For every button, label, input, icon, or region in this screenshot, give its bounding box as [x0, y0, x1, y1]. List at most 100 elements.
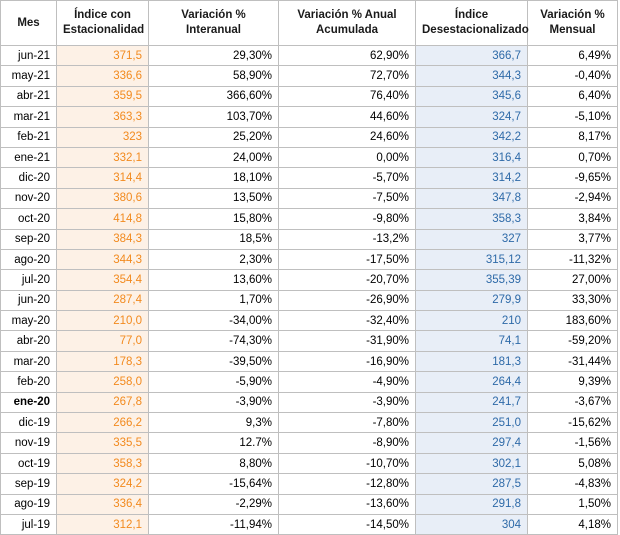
- cell-indice-desestacionalizado[interactable]: 347,8: [415, 187, 528, 210]
- cell-variacion-interanual[interactable]: 25,20%: [148, 126, 279, 148]
- cell-variacion-mensual[interactable]: 183,60%: [527, 310, 618, 332]
- cell-indice-estacionalidad[interactable]: 324,2: [56, 473, 149, 495]
- cell-variacion-mensual[interactable]: -15,62%: [527, 412, 618, 434]
- cell-mes[interactable]: may-21: [0, 65, 57, 87]
- cell-variacion-anual-acumulada[interactable]: -13,2%: [278, 228, 416, 250]
- cell-indice-desestacionalizado[interactable]: 344,3: [415, 65, 528, 87]
- cell-variacion-anual-acumulada[interactable]: -13,60%: [278, 493, 416, 515]
- cell-variacion-anual-acumulada[interactable]: -12,80%: [278, 473, 416, 495]
- cell-variacion-anual-acumulada[interactable]: -31,90%: [278, 330, 416, 352]
- cell-variacion-mensual[interactable]: 5,08%: [527, 452, 618, 475]
- cell-variacion-anual-acumulada[interactable]: 76,40%: [278, 85, 416, 108]
- cell-variacion-mensual[interactable]: 6,49%: [527, 44, 618, 67]
- cell-variacion-mensual[interactable]: 4,18%: [527, 513, 618, 535]
- cell-indice-estacionalidad[interactable]: 380,6: [56, 187, 149, 210]
- cell-mes[interactable]: jul-19: [0, 513, 57, 535]
- cell-variacion-mensual[interactable]: -1,56%: [527, 432, 618, 454]
- cell-variacion-mensual[interactable]: -31,44%: [527, 350, 618, 373]
- cell-mes[interactable]: feb-20: [0, 371, 57, 393]
- cell-mes[interactable]: ene-20: [0, 391, 57, 414]
- cell-mes[interactable]: jul-20: [0, 269, 57, 291]
- cell-variacion-mensual[interactable]: 9,39%: [527, 371, 618, 393]
- cell-variacion-interanual[interactable]: 18,5%: [148, 228, 279, 250]
- cell-indice-desestacionalizado[interactable]: 251,0: [415, 412, 528, 434]
- cell-variacion-anual-acumulada[interactable]: -16,90%: [278, 350, 416, 373]
- cell-mes[interactable]: nov-20: [0, 187, 57, 210]
- cell-variacion-interanual[interactable]: 366,60%: [148, 85, 279, 108]
- cell-indice-estacionalidad[interactable]: 336,4: [56, 493, 149, 515]
- cell-variacion-anual-acumulada[interactable]: -14,50%: [278, 513, 416, 535]
- cell-variacion-anual-acumulada[interactable]: 44,60%: [278, 106, 416, 128]
- cell-indice-estacionalidad[interactable]: 344,3: [56, 248, 149, 271]
- cell-indice-desestacionalizado[interactable]: 327: [415, 228, 528, 250]
- cell-variacion-anual-acumulada[interactable]: -4,90%: [278, 371, 416, 393]
- cell-variacion-anual-acumulada[interactable]: -7,80%: [278, 412, 416, 434]
- header-variacion-anual-acumulada[interactable]: Variación % Anual Acumulada: [278, 0, 416, 46]
- cell-mes[interactable]: nov-19: [0, 432, 57, 454]
- cell-indice-estacionalidad[interactable]: 332,1: [56, 146, 149, 169]
- cell-indice-estacionalidad[interactable]: 178,3: [56, 350, 149, 373]
- cell-indice-desestacionalizado[interactable]: 324,7: [415, 106, 528, 128]
- cell-indice-estacionalidad[interactable]: 323: [56, 126, 149, 148]
- cell-variacion-interanual[interactable]: 13,60%: [148, 269, 279, 291]
- cell-variacion-interanual[interactable]: -11,94%: [148, 513, 279, 535]
- cell-variacion-anual-acumulada[interactable]: -32,40%: [278, 310, 416, 332]
- cell-indice-estacionalidad[interactable]: 267,8: [56, 391, 149, 414]
- cell-variacion-anual-acumulada[interactable]: 72,70%: [278, 65, 416, 87]
- cell-variacion-mensual[interactable]: 33,30%: [527, 289, 618, 312]
- header-variacion-mensual[interactable]: Variación % Mensual: [527, 0, 618, 46]
- cell-variacion-mensual[interactable]: 27,00%: [527, 269, 618, 291]
- header-mes[interactable]: Mes: [0, 0, 57, 46]
- cell-indice-desestacionalizado[interactable]: 345,6: [415, 85, 528, 108]
- cell-indice-desestacionalizado[interactable]: 316,4: [415, 146, 528, 169]
- cell-variacion-anual-acumulada[interactable]: -5,70%: [278, 167, 416, 189]
- cell-indice-desestacionalizado[interactable]: 264,4: [415, 371, 528, 393]
- cell-variacion-interanual[interactable]: 1,70%: [148, 289, 279, 312]
- cell-mes[interactable]: abr-20: [0, 330, 57, 352]
- cell-indice-desestacionalizado[interactable]: 355,39: [415, 269, 528, 291]
- cell-variacion-anual-acumulada[interactable]: -10,70%: [278, 452, 416, 475]
- cell-indice-estacionalidad[interactable]: 312,1: [56, 513, 149, 535]
- cell-indice-desestacionalizado[interactable]: 304: [415, 513, 528, 535]
- cell-variacion-mensual[interactable]: -2,94%: [527, 187, 618, 210]
- cell-variacion-mensual[interactable]: 1,50%: [527, 493, 618, 515]
- cell-mes[interactable]: feb-21: [0, 126, 57, 148]
- header-variacion-interanual[interactable]: Variación % Interanual: [148, 0, 279, 46]
- cell-variacion-interanual[interactable]: 9,3%: [148, 412, 279, 434]
- cell-indice-estacionalidad[interactable]: 314,4: [56, 167, 149, 189]
- cell-variacion-interanual[interactable]: 15,80%: [148, 208, 279, 230]
- cell-variacion-mensual[interactable]: -3,67%: [527, 391, 618, 414]
- cell-indice-estacionalidad[interactable]: 335,5: [56, 432, 149, 454]
- cell-variacion-interanual[interactable]: 103,70%: [148, 106, 279, 128]
- cell-indice-estacionalidad[interactable]: 359,5: [56, 85, 149, 108]
- cell-variacion-mensual[interactable]: 6,40%: [527, 85, 618, 108]
- cell-indice-desestacionalizado[interactable]: 279,9: [415, 289, 528, 312]
- cell-mes[interactable]: abr-21: [0, 85, 57, 108]
- cell-indice-estacionalidad[interactable]: 210,0: [56, 310, 149, 332]
- cell-variacion-interanual[interactable]: 2,30%: [148, 248, 279, 271]
- cell-indice-desestacionalizado[interactable]: 297,4: [415, 432, 528, 454]
- cell-indice-estacionalidad[interactable]: 384,3: [56, 228, 149, 250]
- cell-variacion-mensual[interactable]: 8,17%: [527, 126, 618, 148]
- cell-indice-desestacionalizado[interactable]: 315,12: [415, 248, 528, 271]
- cell-variacion-interanual[interactable]: -34,00%: [148, 310, 279, 332]
- cell-variacion-interanual[interactable]: -74,30%: [148, 330, 279, 352]
- cell-mes[interactable]: oct-20: [0, 208, 57, 230]
- cell-variacion-anual-acumulada[interactable]: -7,50%: [278, 187, 416, 210]
- cell-variacion-interanual[interactable]: 13,50%: [148, 187, 279, 210]
- cell-variacion-interanual[interactable]: -3,90%: [148, 391, 279, 414]
- header-indice-desestacionalizado[interactable]: Índice Desestacionalizado: [415, 0, 529, 46]
- cell-variacion-mensual[interactable]: -9,65%: [527, 167, 618, 189]
- cell-variacion-mensual[interactable]: -11,32%: [527, 248, 618, 271]
- cell-mes[interactable]: jun-21: [0, 44, 57, 67]
- cell-indice-desestacionalizado[interactable]: 241,7: [415, 391, 528, 414]
- cell-variacion-interanual[interactable]: 12.7%: [148, 432, 279, 454]
- cell-indice-desestacionalizado[interactable]: 74,1: [415, 330, 528, 352]
- cell-variacion-interanual[interactable]: -15,64%: [148, 473, 279, 495]
- cell-indice-desestacionalizado[interactable]: 181,3: [415, 350, 528, 373]
- cell-variacion-mensual[interactable]: 0,70%: [527, 146, 618, 169]
- cell-indice-desestacionalizado[interactable]: 314,2: [415, 167, 528, 189]
- cell-mes[interactable]: mar-20: [0, 350, 57, 373]
- cell-variacion-interanual[interactable]: -5,90%: [148, 371, 279, 393]
- cell-indice-estacionalidad[interactable]: 77,0: [56, 330, 149, 352]
